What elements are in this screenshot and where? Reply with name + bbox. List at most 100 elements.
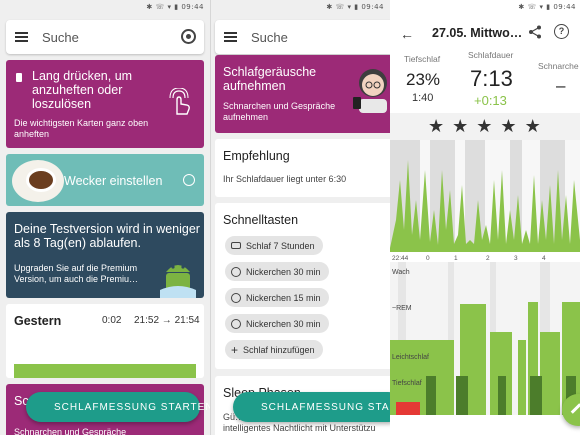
stat-snore-value: –: [556, 76, 566, 95]
card-pin-hint[interactable]: Lang drücken, um anzuheften oder loszulö…: [6, 60, 204, 148]
star-icon[interactable]: ★: [524, 116, 549, 136]
back-arrow-icon[interactable]: ←: [400, 26, 414, 42]
card-recommendation-title: Empfehlung: [223, 149, 290, 163]
sleep-detail-title: 27.05. Mittwo…: [432, 26, 523, 40]
sleep-graph: 22:44 0 1 2 3 4 Wach ~REM Leichtschlaf Tiefschlaf: [390, 140, 580, 415]
status-bar-2: ✱ ☏ ▾ ▮ 09:44: [211, 0, 390, 14]
card-bottom-title: Sc: [14, 394, 29, 408]
shortcut-sleep-7h[interactable]: Schlaf 7 Stunden: [225, 236, 323, 255]
bed-icon: [231, 242, 241, 249]
plus-icon: +: [231, 342, 239, 357]
status-time-2: 09:44: [361, 3, 384, 11]
card-next-subtitle: Gü…: [223, 412, 245, 422]
card-record-sounds[interactable]: Schlafgeräusche aufnehmen Schnarchen und…: [215, 55, 390, 133]
activity-area: [390, 160, 580, 252]
share-icon[interactable]: [528, 25, 542, 39]
card-recommendation[interactable]: Empfehlung Ihr Schlafdauer liegt unter 6…: [215, 139, 390, 197]
pencil-icon: [570, 403, 580, 414]
star-icon[interactable]: ★: [452, 116, 477, 136]
help-icon[interactable]: ?: [554, 24, 569, 39]
start-sleep-tracking-button-2[interactable]: SCHLAFMESSUNG STARTEN: [233, 392, 390, 422]
time-axis-tick: 0: [426, 255, 430, 262]
light-sleep-block: [436, 340, 454, 415]
card-trial[interactable]: Deine Testversion wird in weniger als 8 …: [6, 212, 204, 298]
wake-column: [398, 262, 406, 415]
yesterday-sleep-bar: [14, 364, 196, 378]
status-bar: ✱ ☏ ▾ ▮ 09:44: [0, 0, 210, 14]
card-yesterday-range: 21:52 → 21:54: [134, 315, 200, 326]
wake-column: [448, 262, 454, 415]
start-sleep-tracking-button[interactable]: SCHLAFMESSUNG STARTEN: [26, 392, 210, 422]
light-sleep-block: [518, 340, 526, 415]
card-trial-title: Deine Testversion wird in weniger als 8 …: [14, 222, 200, 250]
time-axis-tick: 22:44: [392, 255, 409, 262]
search-bar-2[interactable]: Suche: [215, 20, 390, 54]
alarm-clock-icon: [231, 266, 241, 277]
shortcut-nap-30-b[interactable]: Nickerchen 30 min: [225, 314, 329, 333]
time-axis-tick: 2: [486, 255, 490, 262]
edit-fab[interactable]: [562, 394, 580, 426]
stat-deep-value: 23%: [406, 70, 441, 89]
card-pin-subtitle: Die wichtigsten Karten ganz oben anhefte…: [14, 118, 149, 139]
shortcut-label: Schlaf hinzufügen: [243, 344, 315, 355]
menu-icon[interactable]: [15, 32, 28, 42]
card-pin-title: Lang drücken, um anzuheften oder loszulö…: [32, 69, 133, 111]
star-icon[interactable]: ★: [428, 116, 453, 136]
add-sleep-button[interactable]: + Schlaf hinzufügen: [225, 340, 323, 359]
alarm-icon[interactable]: [183, 174, 195, 186]
stat-deep-sub: 1:40: [412, 92, 434, 104]
status-icons-2: ✱ ☏ ▾ ▮: [326, 3, 359, 11]
time-axis-tick: 3: [514, 255, 518, 262]
menu-icon-2[interactable]: [224, 32, 237, 42]
status-time-3: 09:44: [553, 3, 576, 11]
shortcut-label: Schlaf 7 Stunden: [246, 240, 315, 251]
search-bar[interactable]: Suche: [6, 20, 204, 54]
touch-hand-icon: [168, 87, 194, 116]
status-icons: ✱ ☏ ▾ ▮: [146, 3, 179, 11]
shortcut-label: Nickerchen 15 min: [246, 292, 321, 303]
light-sleep-block: [528, 302, 538, 415]
home-screen-panel: ✱ ☏ ▾ ▮ 09:44 Suche Lang drücken, um anz…: [0, 0, 210, 435]
rating-stars[interactable]: ★★★★★: [390, 113, 580, 140]
card-trial-subtitle: Upgraden Sie auf die Premium Version, um…: [14, 263, 139, 284]
card-alarm[interactable]: Wecker einstellen: [6, 154, 204, 206]
star-icon[interactable]: ★: [500, 116, 525, 136]
stat-duration-value: 7:13: [470, 66, 513, 91]
shortcut-nap-30[interactable]: Nickerchen 30 min: [225, 262, 329, 281]
deep-sleep-block: [498, 376, 506, 415]
shortcut-label: Nickerchen 30 min: [246, 266, 321, 277]
deep-sleep-block: [426, 376, 436, 415]
hypnogram-label: Tiefschlaf: [392, 380, 422, 387]
gear-icon[interactable]: [181, 29, 196, 44]
deep-sleep-red-marker: [396, 402, 420, 415]
sleep-detail-panel: ✱ ☏ ▾ ▮ 09:44 ← 27.05. Mittwo… ? Tiefsch…: [390, 0, 580, 435]
search-input-2[interactable]: Suche: [251, 29, 288, 45]
star-icon[interactable]: ★: [476, 116, 501, 136]
stat-duration-sub: +0:13: [474, 93, 507, 108]
card-next-subtitle-2: intelligentes Nachtlicht mit Unterstützu: [223, 423, 376, 433]
deep-sleep-block: [456, 376, 468, 415]
hypnogram-label: Leichtschlaf: [392, 354, 429, 361]
card-recommendation-subtitle: Ihr Schlafdauer liegt unter 6:30: [223, 174, 347, 184]
card-yesterday-title: Gestern: [14, 314, 62, 328]
time-axis-bg: [390, 252, 580, 262]
home-screen-scrolled-panel: ✱ ☏ ▾ ▮ 09:44 Suche Schlafgeräusche aufn…: [210, 0, 390, 435]
search-input[interactable]: Suche: [42, 29, 79, 45]
card-record-subtitle: Schnarchen und Gespräche aufnehmen: [223, 101, 336, 122]
android-mascot-icon: [158, 254, 198, 298]
card-shortcuts: Schnelltasten Schlaf 7 Stunden Nickerche…: [215, 203, 390, 369]
sleep-detail-header: ✱ ☏ ▾ ▮ 09:44 ← 27.05. Mittwo… ? Tiefsch…: [390, 0, 580, 113]
alarm-clock-icon: [231, 318, 241, 329]
time-axis-tick: 4: [542, 255, 546, 262]
stat-duration-label: Schlafdauer: [468, 50, 514, 60]
card-record-title: Schlafgeräusche aufnehmen: [223, 65, 317, 93]
time-axis-tick: 1: [454, 255, 458, 262]
status-icons-3: ✱ ☏ ▾ ▮: [518, 3, 551, 11]
status-bar-3: ✱ ☏ ▾ ▮ 09:44: [390, 0, 580, 14]
start-sleep-tracking-label-2: SCHLAFMESSUNG STARTEN: [261, 401, 390, 413]
stat-deep-label: Tiefschlaf: [404, 54, 441, 64]
coffee-icon: [26, 168, 56, 192]
shortcut-nap-15[interactable]: Nickerchen 15 min: [225, 288, 329, 307]
light-sleep-block: [540, 332, 560, 415]
card-yesterday[interactable]: Gestern 0:02 21:52 → 21:54: [6, 304, 204, 378]
